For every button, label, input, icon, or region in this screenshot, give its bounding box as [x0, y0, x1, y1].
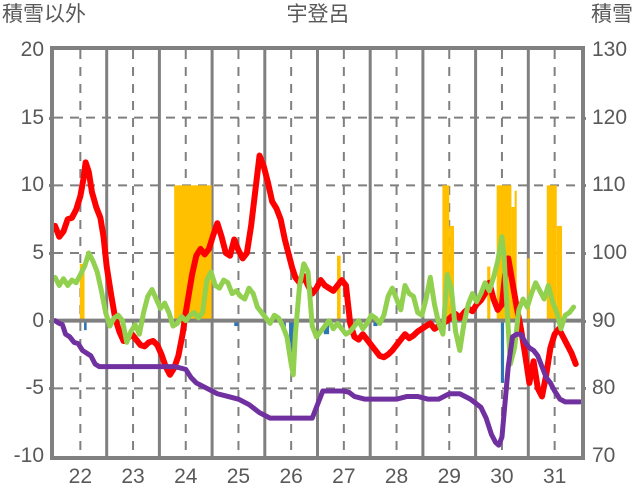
orange-bar	[442, 185, 450, 321]
orange-bar	[79, 263, 85, 321]
y-axis-tick-label-right: 110	[592, 173, 626, 197]
plot-inner	[54, 50, 581, 456]
x-axis-tick-label: 28	[384, 465, 409, 488]
orange-bar	[514, 190, 517, 321]
y-axis-tick-label-right: 80	[592, 376, 616, 400]
chart-canvas	[54, 50, 581, 456]
orange-bar	[556, 225, 563, 321]
x-axis-tick-label: 31	[542, 465, 567, 488]
orange-bar	[527, 258, 530, 321]
orange-bar	[449, 225, 454, 321]
blue-bar	[500, 320, 505, 383]
x-axis-tick-label: 22	[68, 465, 93, 488]
x-axis-tick-label: 29	[437, 465, 461, 488]
y-axis-tick-label-left: 15	[20, 105, 44, 129]
orange-bar	[511, 206, 516, 321]
y-axis-tick-label-left: -10	[13, 444, 44, 467]
x-axis-tick-label: 30	[490, 465, 514, 488]
orange-bar	[487, 266, 491, 321]
right-axis-title: 積雪	[591, 3, 633, 26]
green-series-path	[54, 234, 577, 378]
purple-series-path	[54, 318, 581, 448]
y-axis-tick-label-left: -5	[25, 376, 44, 400]
x-axis-tick-label: 24	[174, 465, 198, 488]
orange-band	[546, 185, 557, 321]
x-axis-tick-label: 26	[279, 465, 303, 488]
y-axis-tick-label-left: 5	[32, 241, 44, 264]
gridlines	[54, 50, 581, 456]
x-axis-tick-label: 25	[226, 465, 251, 488]
y-axis-tick-label-right: 120	[592, 105, 628, 129]
y-axis-tick-label-right: 130	[592, 38, 628, 61]
y-axis-tick-label-left: 20	[20, 38, 44, 61]
x-axis-tick-label: 23	[121, 465, 145, 488]
left-axis-title: 積雪以外	[2, 3, 86, 26]
blue-bar	[373, 320, 378, 327]
y-axis-tick-label-left: 0	[32, 308, 44, 332]
blue-bar	[234, 320, 239, 327]
line-series-group	[54, 152, 581, 448]
y-axis-tick-label-left: 10	[20, 173, 44, 197]
y-axis-tick-label-right: 100	[592, 241, 628, 264]
blue-bar	[84, 320, 87, 331]
plot-area	[50, 46, 585, 460]
x-axis-tick-label: 27	[332, 465, 356, 488]
y-axis-tick-label-right: 90	[592, 308, 616, 332]
chart-title: 宇登呂	[286, 3, 350, 26]
y-axis-tick-label-right: 70	[592, 444, 616, 467]
